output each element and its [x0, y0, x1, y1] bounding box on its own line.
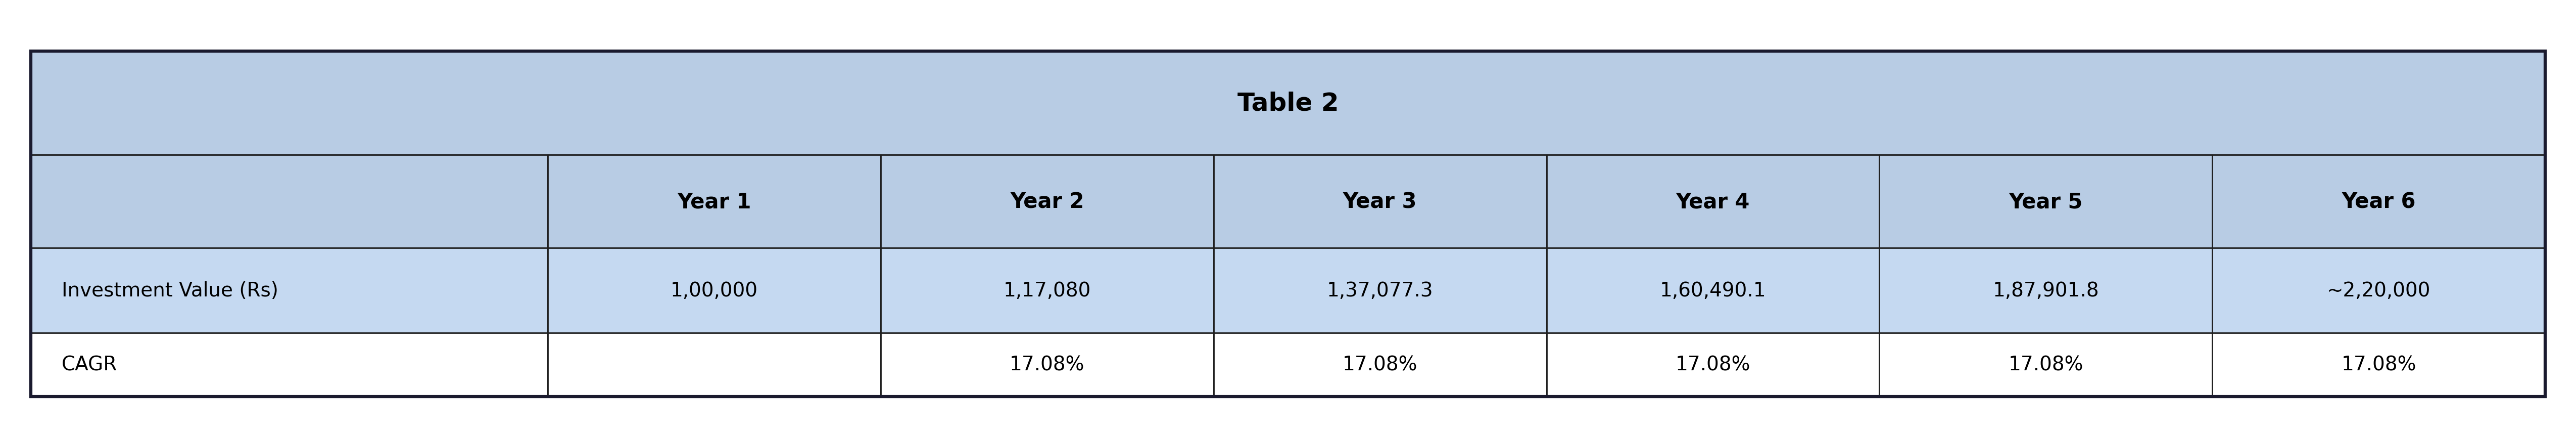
Bar	[1880, 155, 2213, 248]
Text: 17.08%: 17.08%	[1674, 355, 1752, 374]
Bar	[549, 333, 881, 397]
Text: 17.08%: 17.08%	[2009, 355, 2084, 374]
Text: 1,00,000: 1,00,000	[670, 281, 757, 300]
Bar	[1213, 248, 1546, 333]
Text: CAGR: CAGR	[62, 355, 118, 374]
Bar	[31, 248, 549, 333]
Text: Year 2: Year 2	[1010, 191, 1084, 212]
Text: Year 3: Year 3	[1342, 191, 1417, 212]
Bar	[2213, 333, 2545, 397]
Text: Year 6: Year 6	[2342, 191, 2416, 212]
Text: 1,60,490.1: 1,60,490.1	[1659, 281, 1767, 300]
Text: ~2,20,000: ~2,20,000	[2326, 281, 2432, 300]
Bar	[1546, 248, 1880, 333]
Text: Year 1: Year 1	[677, 191, 752, 212]
Bar	[31, 52, 2545, 397]
Bar	[2213, 155, 2545, 248]
Bar	[1546, 155, 1880, 248]
Bar	[2213, 248, 2545, 333]
Text: 1,17,080: 1,17,080	[1005, 281, 1092, 300]
Bar	[881, 155, 1213, 248]
Bar	[881, 248, 1213, 333]
Bar	[1213, 333, 1546, 397]
Text: 1,87,901.8: 1,87,901.8	[1994, 281, 2099, 300]
Text: Year 5: Year 5	[2009, 191, 2084, 212]
Text: Year 4: Year 4	[1677, 191, 1749, 212]
Bar	[31, 333, 549, 397]
Text: 17.08%: 17.08%	[1010, 355, 1084, 374]
Bar	[31, 155, 549, 248]
Text: 1,37,077.3: 1,37,077.3	[1327, 281, 1432, 300]
Text: 17.08%: 17.08%	[2342, 355, 2416, 374]
Bar	[1546, 333, 1880, 397]
Bar	[31, 52, 2545, 155]
Bar	[549, 248, 881, 333]
Bar	[881, 333, 1213, 397]
Bar	[1213, 155, 1546, 248]
Text: Table 2: Table 2	[1236, 91, 1340, 116]
Bar	[1880, 248, 2213, 333]
Text: 17.08%: 17.08%	[1342, 355, 1417, 374]
Bar	[1880, 333, 2213, 397]
Text: Investment Value (Rs): Investment Value (Rs)	[62, 281, 278, 300]
Bar	[549, 155, 881, 248]
